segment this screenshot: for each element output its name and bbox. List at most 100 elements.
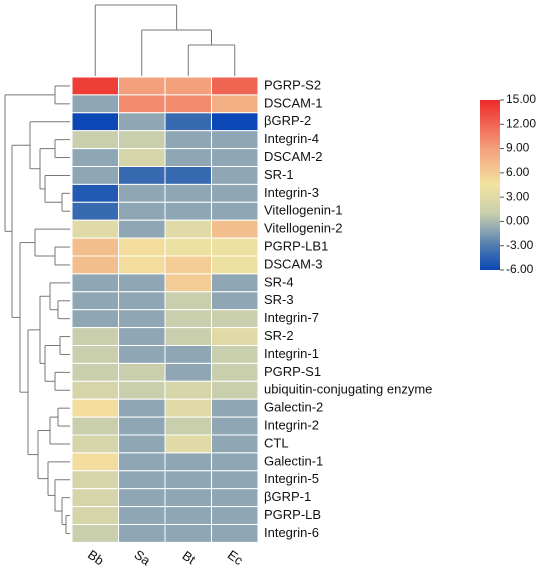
cell [118,219,166,239]
row-label: Vitellogenin-2 [264,221,343,236]
row-label: Integrin-5 [264,471,319,486]
cell [71,380,119,400]
cell [71,506,119,526]
row-label: PGRP-S1 [264,364,321,379]
column-label: Bt [180,548,199,568]
cell [71,327,119,347]
cell [164,362,212,382]
cell [71,273,119,293]
cell [211,130,259,150]
cell [118,362,166,382]
cell [164,130,212,150]
colorbar-tick-label: 9.00 [506,141,530,155]
heatmap [71,76,259,543]
row-label: CTL [264,435,289,450]
cell [211,309,259,329]
cell [118,201,166,221]
row-label: SR-4 [264,274,294,289]
cell [211,166,259,185]
cell [164,201,212,221]
cell [118,470,166,490]
cell [71,219,119,239]
row-label: βGRP-2 [264,113,311,128]
cell [118,273,166,293]
cell [211,506,259,526]
row-label: ubiquitin-conjugating enzyme [264,382,432,397]
cell [211,380,259,400]
cell [164,166,212,185]
cell [71,309,119,329]
cell [164,524,212,543]
cell [71,291,119,311]
row-label: Integrin-6 [264,525,319,540]
cell [211,201,259,221]
cell [118,130,166,150]
colorbar-tick-label: 3.00 [506,189,530,203]
colorbar-tick-label: 12.00 [506,116,536,130]
cell [71,416,119,436]
row-label: Galectin-2 [264,400,323,415]
cell [71,345,119,364]
cell [211,273,259,293]
row-label: SR-1 [264,167,294,182]
cell [211,434,259,454]
cell [71,130,119,150]
colorbar-tick-label: -6.00 [506,262,534,276]
cell [211,255,259,275]
cell [211,112,259,132]
cell [71,148,119,168]
colorbar [480,100,500,270]
cell [164,488,212,508]
cell [71,398,119,418]
cell [211,452,259,472]
cell [164,291,212,311]
cell [211,470,259,490]
row-label: Galectin-1 [264,453,323,468]
cell [164,76,212,96]
cell [164,345,212,364]
cell [71,76,119,96]
column-label: Ec [225,547,246,568]
cell [118,255,166,275]
column-label: Sa [132,547,154,569]
cell [118,291,166,311]
cell [211,94,259,114]
cell [118,166,166,185]
cell [118,380,166,400]
cell [118,524,166,543]
row-label: DSCAM-1 [264,95,323,110]
cell [211,524,259,543]
colorbar-tick-label: 15.00 [506,92,536,106]
row-label: DSCAM-2 [264,149,323,164]
cell [118,345,166,364]
row-label: PGRP-S2 [264,77,321,92]
cell [118,183,166,203]
cell [164,470,212,490]
cell [164,237,212,257]
cell [71,112,119,132]
colorbar-tick-label: -3.00 [506,238,534,252]
cell [118,112,166,132]
cell [211,327,259,347]
cell [211,183,259,203]
cell [164,112,212,132]
cell [118,488,166,508]
cell [164,506,212,526]
cell [164,327,212,347]
dendrograms [4,4,236,534]
cell [211,76,259,96]
cell [211,291,259,311]
row-label: SR-2 [264,328,294,343]
cell [118,434,166,454]
cell [118,398,166,418]
row-label: Integrin-1 [264,346,319,361]
cell [118,237,166,257]
row-label: SR-3 [264,292,294,307]
cell [118,148,166,168]
cell [118,94,166,114]
row-label: Integrin-4 [264,131,319,146]
cell [164,452,212,472]
cell [211,148,259,168]
cell [118,309,166,329]
cell [164,255,212,275]
